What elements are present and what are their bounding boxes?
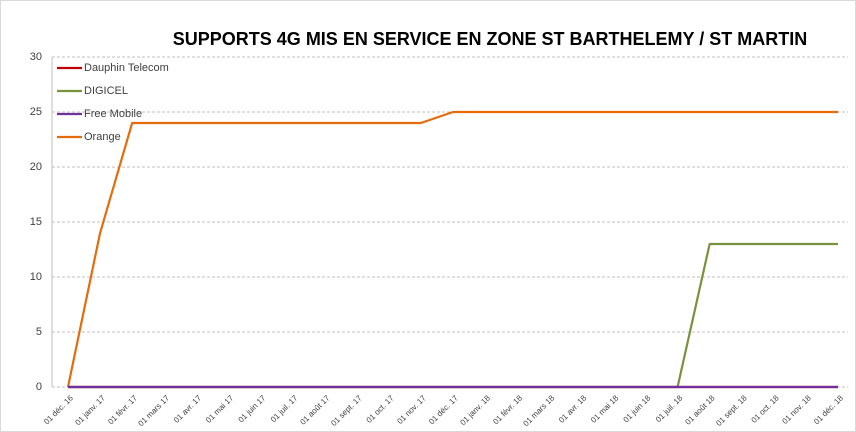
- legend-label: Dauphin Telecom: [84, 62, 169, 74]
- y-tick-label: 10: [30, 271, 42, 283]
- y-tick-label: 20: [30, 161, 42, 173]
- y-tick-label: 15: [30, 216, 42, 228]
- legend-label: Free Mobile: [84, 108, 142, 120]
- chart-title: SUPPORTS 4G MIS EN SERVICE EN ZONE ST BA…: [173, 29, 807, 49]
- y-tick-label: 25: [30, 106, 42, 118]
- y-tick-label: 5: [36, 326, 42, 338]
- series-line: [66, 110, 838, 388]
- y-tick-label: 0: [36, 381, 42, 393]
- legend-label: Orange: [84, 131, 121, 143]
- legend-label: DIGICEL: [84, 85, 128, 97]
- y-tick-label: 30: [30, 51, 42, 63]
